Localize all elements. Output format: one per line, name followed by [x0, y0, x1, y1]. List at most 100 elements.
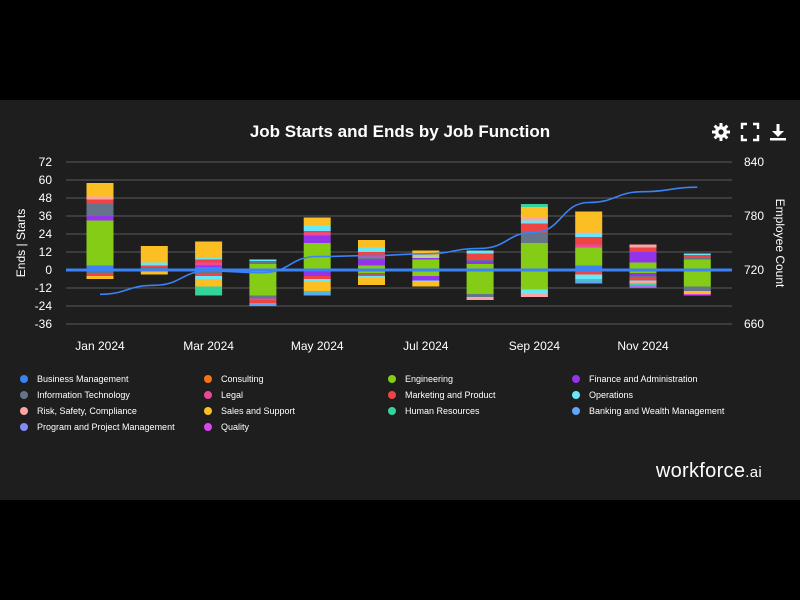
legend-marker	[20, 391, 28, 399]
legend-item[interactable]: Information Technology	[20, 390, 130, 400]
bar-segment	[195, 279, 223, 287]
bar-segment	[683, 294, 711, 296]
legend-label: Human Resources	[405, 406, 480, 416]
legend-marker	[388, 407, 396, 415]
bar-segment	[140, 267, 168, 269]
legend-item[interactable]: Finance and Administration	[572, 374, 698, 384]
bar-segment	[249, 298, 277, 300]
bar-segment	[520, 207, 548, 218]
bar-segment	[86, 276, 114, 279]
bar-segment	[249, 259, 277, 261]
bar-segment	[140, 271, 168, 275]
y-tick-label: 60	[39, 173, 53, 187]
x-tick-label: Nov 2024	[617, 339, 669, 353]
legend-item[interactable]: Consulting	[204, 374, 264, 384]
bar-segment	[86, 183, 114, 197]
bar-segment	[575, 244, 603, 248]
bar-segment	[466, 264, 494, 270]
bar-segment	[358, 277, 385, 285]
bar-segment	[358, 252, 385, 255]
x-tick-label: Sep 2024	[509, 339, 561, 353]
bar-segment	[629, 285, 657, 287]
legend-marker	[388, 375, 396, 383]
chart-title: Job Starts and Ends by Job Function	[249, 122, 551, 141]
legend-label: Sales and Support	[221, 406, 296, 416]
legend-item[interactable]: Risk, Safety, Compliance	[20, 406, 137, 416]
bar-segment	[520, 232, 548, 243]
legend-label: Engineering	[405, 374, 454, 384]
y-tick-label: 36	[39, 209, 53, 223]
expand-icon[interactable]	[740, 122, 760, 142]
bar-segment	[629, 247, 657, 252]
y-tick-label: 0	[45, 263, 52, 277]
bar-segment	[303, 282, 331, 291]
bar-segment	[195, 262, 223, 266]
legend-label: Information Technology	[37, 390, 130, 400]
legend-marker	[572, 375, 580, 383]
legend-item[interactable]: Quality	[204, 422, 249, 432]
y2-tick-label: 780	[744, 209, 764, 223]
download-icon[interactable]	[768, 122, 788, 142]
y-axis-title: Ends | Starts	[14, 209, 28, 277]
legend-item[interactable]: Sales and Support	[204, 406, 295, 416]
x-tick-label: Mar 2024	[183, 339, 234, 353]
bar-segment	[575, 265, 603, 270]
bar-segment	[195, 265, 223, 267]
bar-segment	[358, 258, 385, 260]
bar-segment	[683, 259, 711, 270]
bar-segment	[303, 225, 331, 231]
bar-segment	[249, 261, 277, 264]
y-tick-label: -36	[35, 317, 53, 331]
bar-segment	[683, 258, 711, 260]
legend-item[interactable]: Banking and Wealth Management	[572, 406, 724, 416]
bar-segment	[683, 253, 711, 255]
legend-item[interactable]: Operations	[572, 390, 633, 400]
legend-label: Marketing and Product	[405, 390, 496, 400]
gear-icon[interactable]	[711, 122, 731, 142]
bar-segment	[358, 247, 385, 252]
bar-segment	[195, 259, 223, 263]
legend-label: Operations	[589, 390, 634, 400]
x-tick-label: May 2024	[291, 339, 344, 353]
legend-marker	[572, 407, 580, 415]
legend-item[interactable]: Marketing and Product	[388, 390, 496, 400]
bar-segment	[466, 250, 494, 254]
legend-item[interactable]: Engineering	[388, 374, 453, 384]
bar-segment	[629, 282, 657, 284]
y-tick-label: -24	[35, 299, 53, 313]
y-tick-label: 72	[39, 155, 53, 169]
bar-segment	[86, 204, 114, 216]
legend-item[interactable]: Business Management	[20, 374, 129, 384]
legend-label: Business Management	[37, 374, 129, 384]
legend-marker	[572, 391, 580, 399]
legend-item[interactable]: Human Resources	[388, 406, 480, 416]
bar-segment	[575, 237, 603, 245]
bar-segment	[303, 231, 331, 233]
bar-segment	[520, 294, 548, 297]
bar-segment	[86, 271, 114, 273]
y-tick-label: 24	[39, 227, 53, 241]
bar-segment	[683, 255, 711, 258]
bar-segment	[86, 273, 114, 276]
bar-segment	[249, 300, 277, 303]
bar-segment	[303, 279, 331, 282]
bar-segment	[303, 291, 331, 293]
bar-segment	[358, 255, 385, 258]
bar-segment	[358, 273, 385, 275]
bar-segment	[303, 232, 331, 236]
legend-label: Legal	[221, 390, 244, 400]
bar-segment	[412, 256, 440, 258]
bar-segment	[86, 196, 114, 200]
bar-segment	[195, 286, 223, 296]
legend-label: Risk, Safety, Compliance	[37, 406, 137, 416]
bar-segment	[683, 291, 711, 294]
legend-item[interactable]: Program and Project Management	[20, 422, 175, 432]
bar-segment	[466, 297, 494, 300]
bar-segment	[303, 235, 331, 243]
bar-segment	[140, 262, 168, 266]
bar-segment	[195, 241, 223, 258]
bar-segment	[575, 274, 603, 279]
bar-segment	[520, 217, 548, 221]
bar-segment	[520, 223, 548, 233]
legend-item[interactable]: Legal	[204, 390, 243, 400]
